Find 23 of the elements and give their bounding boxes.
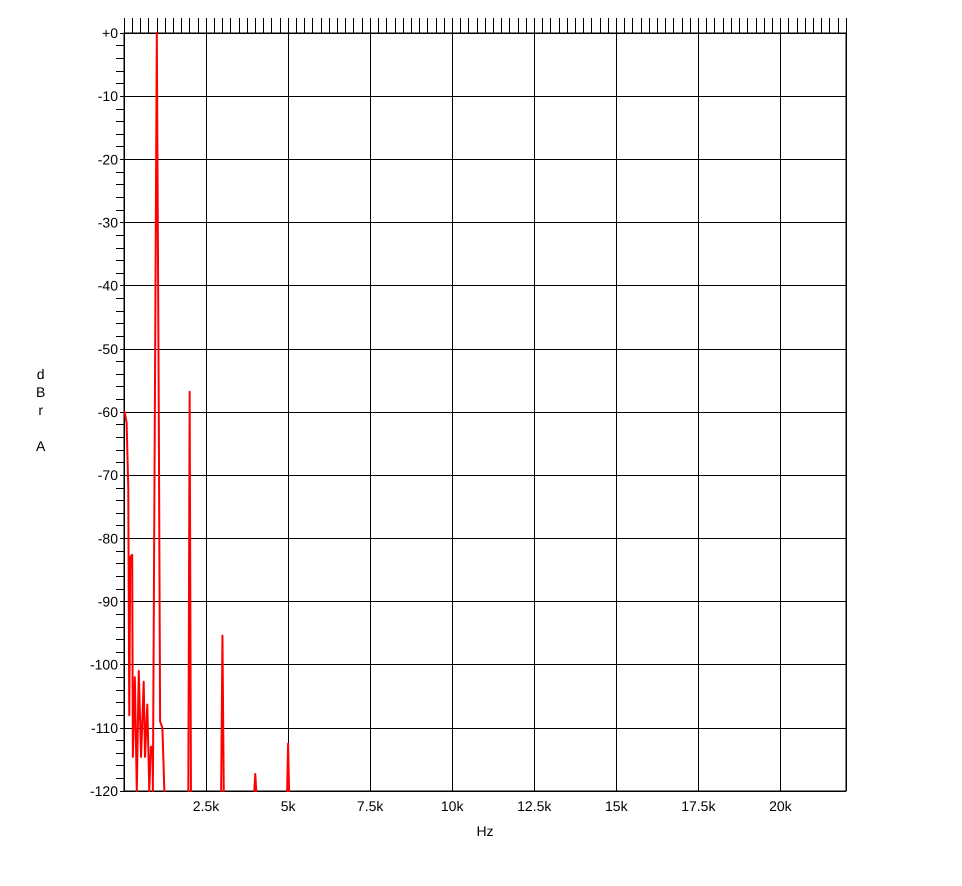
y-tick-label: +0 <box>102 25 118 41</box>
x-tick-label: 2.5k <box>192 798 220 814</box>
x-tick-label: 7.5k <box>356 798 384 814</box>
x-tick-label: 17.5k <box>681 798 716 814</box>
y-tick-label: -100 <box>90 656 118 673</box>
y-tick-label: -110 <box>91 720 118 736</box>
y-tick-label: -120 <box>90 783 118 799</box>
x-tick-label: 20k <box>769 798 793 814</box>
y-tick-label: -50 <box>98 340 118 357</box>
x-tick-label: 15k <box>604 798 629 814</box>
y-tick-label: -30 <box>98 214 118 230</box>
x-tick-label: 5k <box>280 798 296 814</box>
y-tick-label: -10 <box>98 88 118 104</box>
y-tick-label: -20 <box>98 151 118 168</box>
text: dBr A <box>36 366 46 454</box>
x-tick-label: 12.5k <box>517 798 552 814</box>
y-tick-label: -90 <box>98 594 118 610</box>
y-tick-label: -40 <box>98 278 118 294</box>
x-axis-title: Hz <box>476 823 494 839</box>
y-tick-label: -60 <box>98 404 118 420</box>
y-tick-label: -80 <box>98 530 118 546</box>
x-tick-label: 10k <box>440 798 464 814</box>
y-tick-label: -70 <box>98 467 118 484</box>
